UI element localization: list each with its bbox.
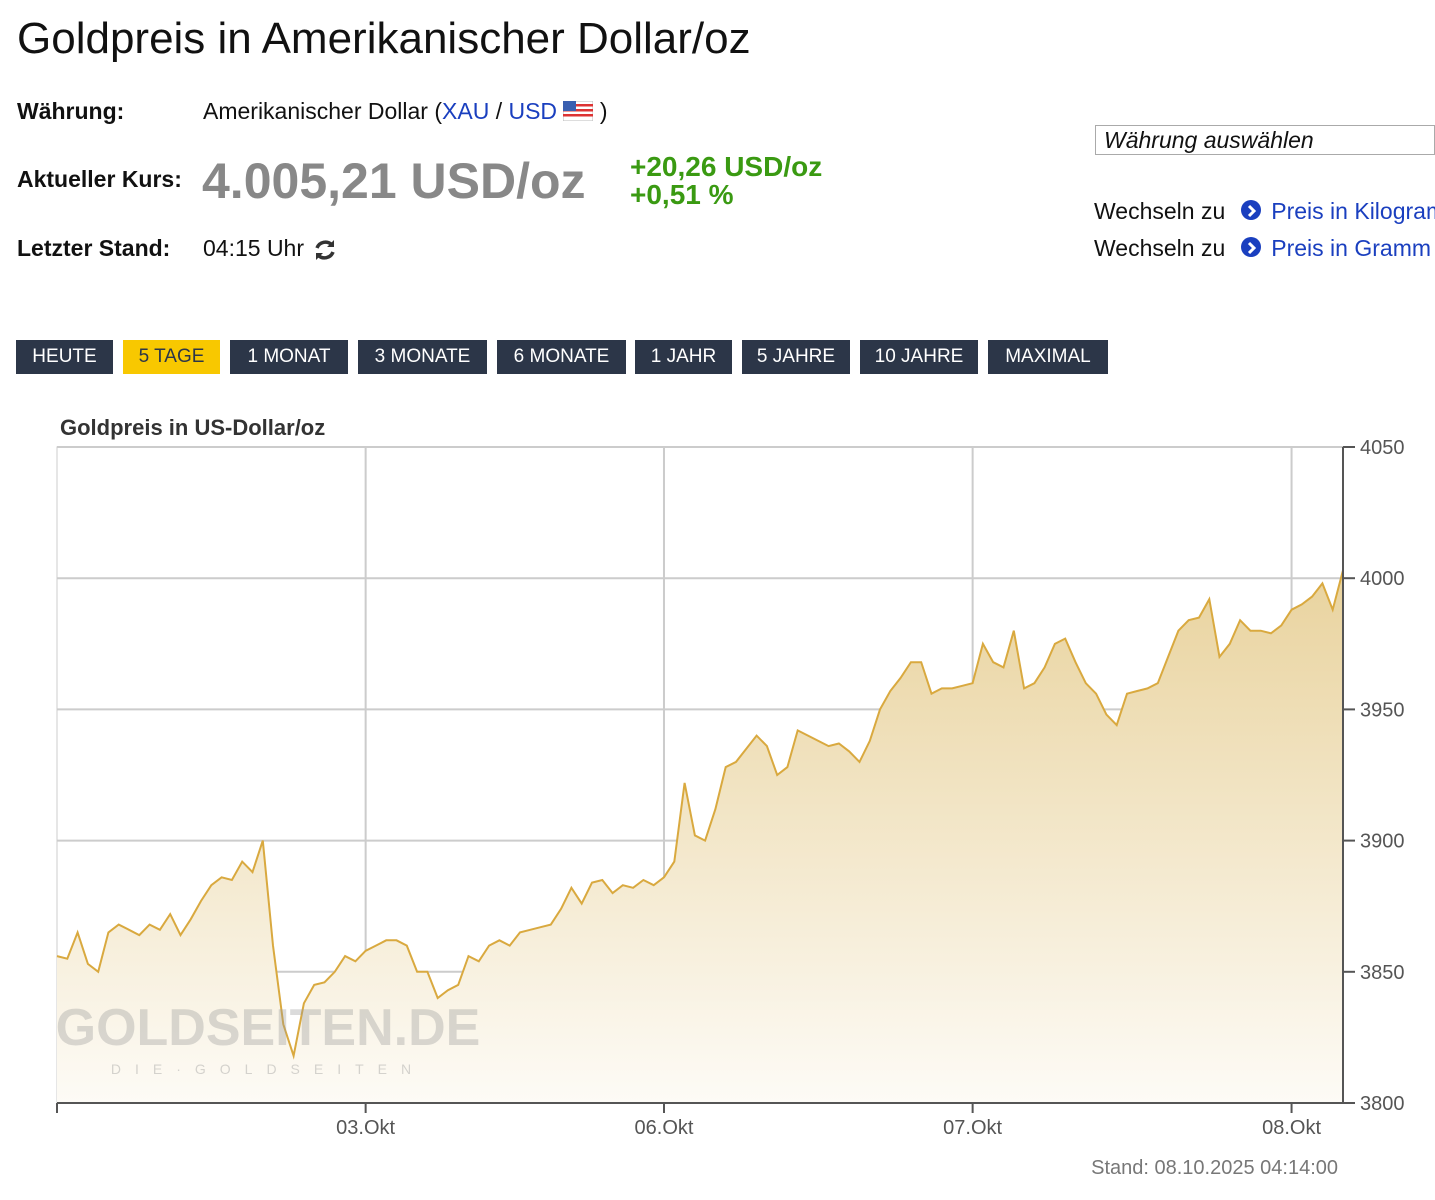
refresh-icon[interactable] [312,237,338,263]
time: 04:15 Uhr [203,235,305,261]
y-tick-label: 3900 [1360,831,1405,853]
range-tab[interactable]: 10 JAHRE [860,340,978,374]
y-tick-label: 3850 [1360,962,1405,984]
watermark-sub: DIE·GOLDSEITEN [111,1061,425,1077]
range-tab[interactable]: 5 JAHRE [742,340,850,374]
select-text: Währung auswählen [1104,127,1314,153]
chart-title: Goldpreis in US-Dollar/oz [60,415,325,440]
watermark: GOLDSEITEN.DE [56,999,481,1057]
change: +20,26 USD/oz [630,151,823,182]
text: Amerikanischer Dollar ( [203,98,443,124]
switch-row: Wechseln zu Preis in Kilogramm [1094,198,1435,225]
x-tick-label: 07.Okt [943,1117,1002,1139]
currency-select[interactable]: Währung auswählen [1095,125,1435,155]
range-tab[interactable]: 6 MONATE [497,340,626,374]
range-tab[interactable]: MAXIMAL [988,340,1108,374]
x-tick-label: 03.Okt [336,1117,395,1139]
text: / [495,98,503,124]
x-tick-label: 06.Okt [635,1117,694,1139]
y-tick-label: 3800 [1360,1093,1405,1115]
link[interactable]: USD [508,98,558,124]
text: ) [599,98,608,124]
footer: Stand: 08.10.2025 04:14:00 [1091,1157,1338,1179]
text: Wechseln zu [1094,198,1226,224]
text: Wechseln zu [1094,235,1226,261]
page-title: Goldpreis in Amerikanischer Dollar/oz [17,14,751,63]
x-tick-label: 08.Okt [1262,1117,1321,1139]
arrow-icon [1241,200,1262,220]
range-tab[interactable]: HEUTE [16,340,113,374]
area [57,570,1343,1103]
label: Aktueller Kurs: [17,166,182,192]
label: Währung: [17,98,125,124]
y-tick-label: 4050 [1360,437,1405,459]
y-tick-label: 4000 [1360,568,1405,590]
price: 4.005,21 USD/oz [202,153,586,209]
currency: Amerikanischer Dollar (XAU / USD ) [203,98,608,125]
chevron [1248,241,1257,255]
y-tick-label: 3950 [1360,699,1405,721]
chevron [1248,204,1257,218]
range-tab[interactable]: 1 MONAT [230,340,348,374]
line [56,570,1344,1060]
arrow-icon [1241,237,1262,257]
range-tab[interactable]: 1 JAHR [635,340,732,374]
link[interactable]: Preis in Gramm [1271,235,1432,261]
range-tab[interactable]: 3 MONATE [358,340,487,374]
link[interactable]: Preis in Kilogramm [1271,198,1435,224]
range-tab[interactable]: 5 TAGE [123,340,220,374]
change-pct: +0,51 % [630,179,734,210]
label: Letzter Stand: [17,235,171,261]
switch-row: Wechseln zu Preis in Gramm [1094,235,1431,262]
flag-icon [562,100,594,122]
link[interactable]: XAU [442,98,490,124]
